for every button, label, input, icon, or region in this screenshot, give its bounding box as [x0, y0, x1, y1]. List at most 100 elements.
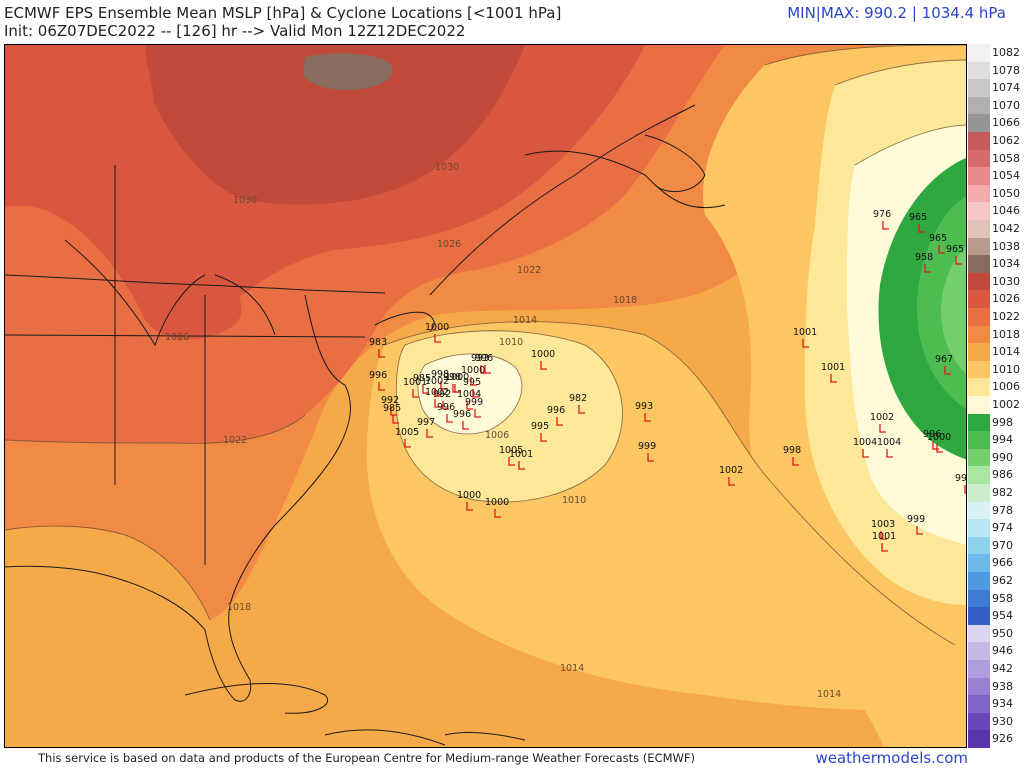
colorbar-label: 1062 [992, 134, 1020, 147]
cyclone-marker: 996 [547, 405, 565, 426]
cyclone-marker: 1001 [403, 377, 427, 398]
cyclone-l-mark [434, 334, 441, 343]
colorbar-swatch [968, 237, 990, 256]
isobar-label: 1026 [165, 332, 189, 343]
colorbar-swatch [968, 536, 990, 555]
colorbar-swatch [968, 325, 990, 344]
colorbar-entry: 1022 [968, 308, 1020, 326]
colorbar-swatch [968, 572, 990, 590]
colorbar-swatch [968, 132, 990, 150]
footer-credit: This service is based on data and produc… [38, 751, 695, 765]
cyclone-marker: 1004 [853, 437, 877, 458]
colorbar-label: 978 [992, 503, 1013, 517]
field-1006-low [417, 353, 522, 434]
cyclone-marker: 1002 [719, 465, 743, 486]
colorbar-entry: 1082 [968, 44, 1020, 62]
cyclone-l-mark [484, 365, 491, 374]
cyclone-marker: 967 [935, 354, 953, 375]
cyclone-pressure-label: 996 [369, 370, 387, 381]
cyclone-marker: 1005 [499, 445, 523, 466]
colorbar-entry: 986 [968, 466, 1020, 484]
cyclone-pressure-label: 1000 [485, 497, 509, 508]
colorbar-entry: 1066 [968, 114, 1020, 132]
colorbar-swatch [968, 519, 990, 537]
colorbar-entry: 942 [968, 660, 1020, 678]
field-994-east [940, 246, 966, 374]
colorbar-swatch [968, 712, 990, 731]
colorbar-entry: 966 [968, 554, 1020, 572]
cyclone-l-mark [446, 414, 453, 423]
cyclone-marker: 965 [929, 233, 947, 254]
cyclone-pressure-label: 965 [929, 233, 947, 244]
colorbar-swatch [968, 695, 990, 713]
colorbar-entry: 926 [968, 730, 1020, 748]
map-panel: 1030 1030 1026 1026 1022 1022 1018 1018 1014 1010… [4, 44, 967, 748]
colorbar-label: 1010 [992, 362, 1020, 376]
cyclone-pressure-label: 998 [443, 372, 461, 383]
isobar-label: 1014 [560, 663, 584, 674]
cyclone-pressure-label: 1000 [927, 432, 951, 443]
colorbar-entry: 1054 [968, 167, 1020, 185]
cyclone-l-mark [964, 485, 966, 494]
isobar-label: 1014 [513, 315, 537, 326]
colorbar-entry: 1014 [968, 343, 1020, 361]
colorbar-label: 1014 [992, 345, 1020, 359]
colorbar-label: 1054 [992, 169, 1020, 183]
colorbar-swatch [968, 589, 990, 608]
colorbar-entry: 1074 [968, 79, 1020, 97]
colorbar-swatch [968, 114, 990, 132]
cyclone-l-mark [404, 439, 411, 448]
colorbar-swatch [968, 272, 990, 291]
cyclone-marker: 992 [381, 395, 399, 416]
cyclone-pressure-label: 1001 [403, 377, 427, 388]
colorbar-label: 1038 [992, 239, 1020, 253]
colorbar-swatch [968, 149, 990, 168]
cyclone-pressure-label: 967 [935, 354, 953, 365]
colorbar-entry: 1070 [968, 96, 1020, 115]
colorbar-entry: 938 [968, 677, 1020, 696]
colorbar-label: 1002 [992, 398, 1020, 411]
cyclone-l-mark [647, 453, 654, 462]
cyclone-pressure-label: 1002 [719, 465, 743, 476]
cyclone-l-mark [862, 449, 869, 458]
colorbar-label: 982 [992, 486, 1013, 499]
colorbar-swatch [968, 660, 990, 678]
isobar-label: 1006 [485, 430, 509, 441]
colorbar-entry: 1078 [968, 61, 1020, 80]
colorbar-label: 1070 [992, 98, 1020, 112]
colorbar-label: 970 [992, 538, 1013, 552]
colorbar-entry: 1010 [968, 360, 1020, 379]
colorbar-swatch [968, 290, 990, 308]
cyclone-marker: 1002 [425, 376, 449, 397]
colorbar-entry: 1046 [968, 202, 1020, 220]
cyclone-marker: 998 [443, 372, 461, 393]
cyclone-marker: 982 [569, 393, 587, 414]
cyclone-l-mark [936, 444, 943, 453]
cyclone-marker: 997 [417, 417, 435, 438]
cyclone-l-mark [578, 405, 585, 414]
cyclone-pressure-label: 1002 [425, 387, 449, 398]
cyclone-pressure-label: 996 [547, 405, 565, 416]
isobar-label: 1030 [233, 195, 257, 206]
colorbar-label: 1058 [992, 151, 1020, 165]
cyclone-pressure-label: 996 [453, 409, 471, 420]
cyclone-marker: 999 [465, 397, 483, 418]
colorbar-entry: 934 [968, 695, 1020, 713]
cyclone-marker: 1001 [509, 449, 533, 470]
colorbar-swatch [968, 343, 990, 361]
cyclone-pressure-label: 1000 [457, 490, 481, 501]
colorbar-swatch [968, 308, 990, 326]
cyclone-l-mark [462, 421, 469, 430]
colorbar-entry: 1006 [968, 378, 1020, 396]
colorbar-entry: 1038 [968, 237, 1020, 256]
brand-link[interactable]: weathermodels.com [815, 749, 968, 767]
cyclone-pressure-label: 983 [369, 337, 387, 348]
colorbar-label: 946 [992, 644, 1013, 658]
colorbar-label: 1030 [992, 274, 1020, 288]
cyclone-marker: 992 [433, 389, 451, 410]
colorbar-swatch [968, 360, 990, 379]
cyclone-l-mark [466, 502, 473, 511]
cyclone-pressure-label: 976 [873, 209, 891, 220]
colorbar-label: 986 [992, 468, 1013, 482]
colorbar-label: 934 [992, 697, 1013, 711]
